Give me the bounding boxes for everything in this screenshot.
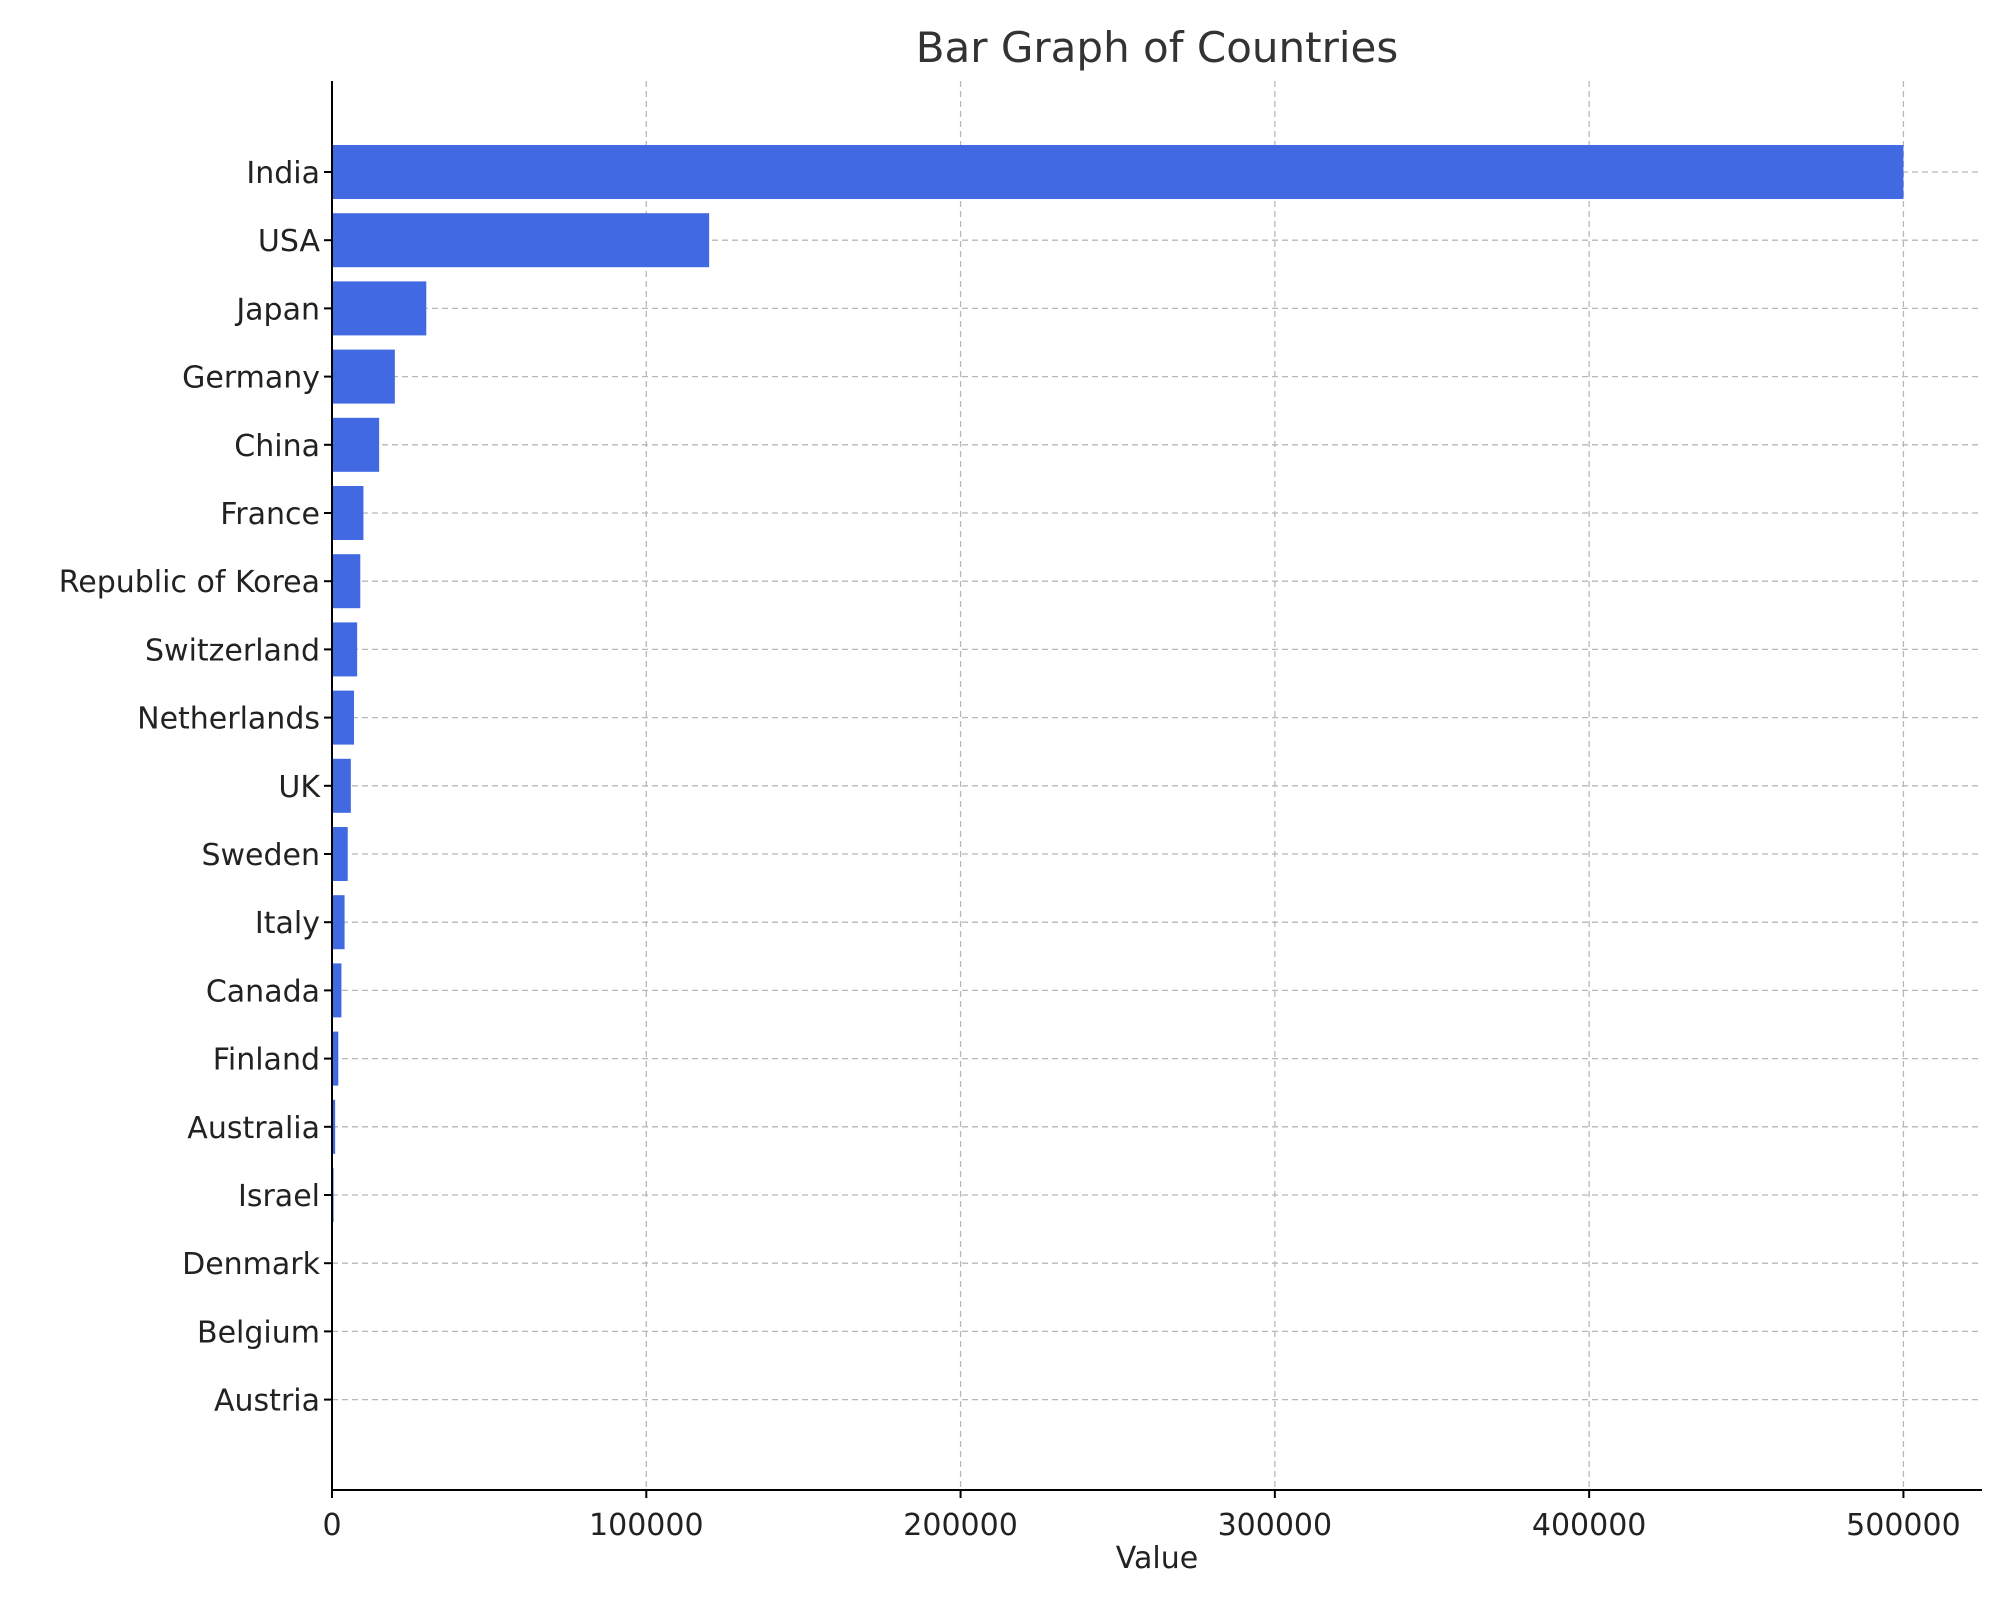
x-tick-label: 500000 <box>1846 1508 1961 1543</box>
bar-italy <box>332 895 345 949</box>
axes <box>324 81 1982 1498</box>
bar-germany <box>332 350 395 404</box>
y-tick-label: Austria <box>214 1384 320 1419</box>
y-tick-label: China <box>234 429 320 464</box>
bar-usa <box>332 213 709 267</box>
y-tick-label: Netherlands <box>137 702 320 737</box>
y-tick-label: USA <box>258 224 321 259</box>
y-tick-label: Japan <box>234 292 320 327</box>
y-tick-label: Canada <box>206 974 320 1009</box>
y-tick-label: Germany <box>182 361 320 396</box>
y-tick-label: Australia <box>187 1111 320 1146</box>
x-tick-label: 200000 <box>903 1508 1018 1543</box>
bar-china <box>332 418 379 472</box>
y-tick-label: Finland <box>213 1043 320 1078</box>
bar-republic-of-korea <box>332 554 360 608</box>
bar-uk <box>332 759 351 813</box>
x-tick-label: 0 <box>322 1508 341 1543</box>
y-tick-label: UK <box>278 770 321 805</box>
x-tick-label: 300000 <box>1218 1508 1333 1543</box>
y-tick-label: Switzerland <box>145 633 320 668</box>
bar-sweden <box>332 827 348 881</box>
x-tick-labels: 0 100000 200000 300000 400000 500000 <box>322 1508 1960 1543</box>
y-tick-label: Republic of Korea <box>59 565 320 600</box>
bar-switzerland <box>332 622 357 676</box>
bar-india <box>332 145 1903 199</box>
y-tick-label: Belgium <box>197 1315 320 1350</box>
y-tick-label: France <box>220 497 320 532</box>
y-tick-label: Denmark <box>182 1247 321 1282</box>
y-tick-label: Italy <box>255 906 320 941</box>
y-tick-labels: India USA Japan Germany China France Republic … <box>59 156 322 1419</box>
bar-japan <box>332 281 426 335</box>
x-tick-label: 400000 <box>1532 1508 1647 1543</box>
bar-canada <box>332 963 341 1017</box>
grid-lines <box>332 81 1982 1490</box>
chart-title: Bar Graph of Countries <box>916 23 1399 72</box>
x-tick-label: 100000 <box>589 1508 704 1543</box>
y-tick-label: Sweden <box>201 838 320 873</box>
y-tick-label: India <box>246 156 320 191</box>
bar-france <box>332 486 363 540</box>
y-tick-label: Israel <box>238 1179 320 1214</box>
bar-netherlands <box>332 691 354 745</box>
x-axis-label: Value <box>1116 1541 1198 1576</box>
